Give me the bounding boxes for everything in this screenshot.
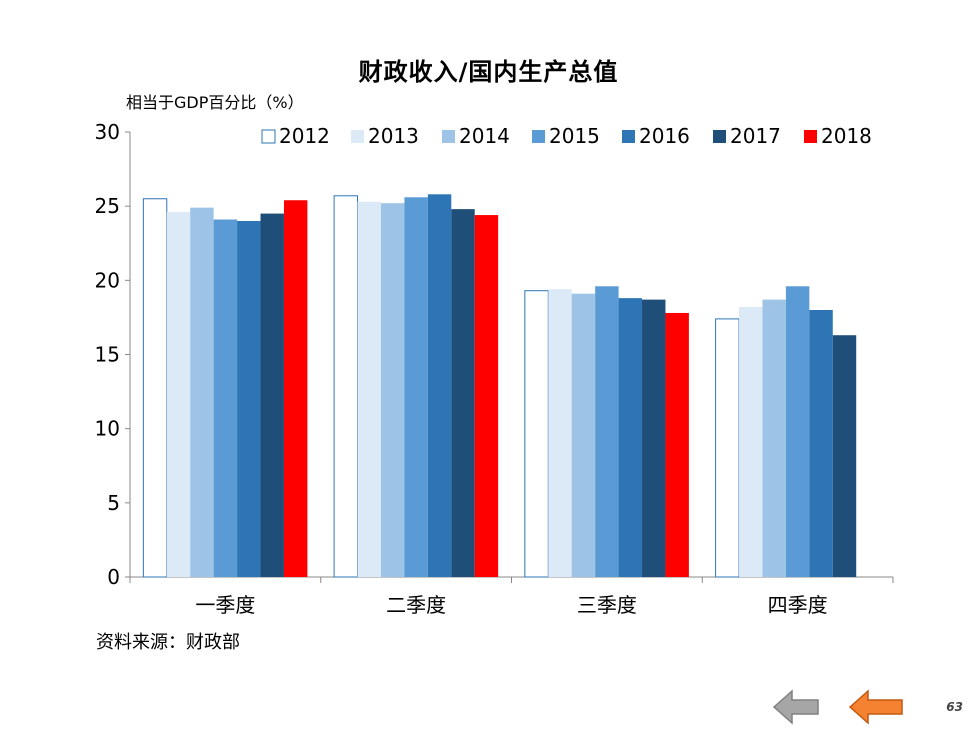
y-tick-label: 25 [95, 194, 120, 218]
legend-swatch-2015 [532, 130, 545, 143]
bar-2014-一季度 [190, 207, 214, 577]
bar-2013-三季度 [548, 289, 572, 577]
legend-swatch-2016 [622, 130, 635, 143]
bar-2012-一季度 [142, 198, 168, 578]
y-tick-label: 10 [95, 417, 120, 441]
source-note: 资料来源：财政部 [96, 632, 240, 653]
legend-swatch-2013 [351, 130, 364, 143]
y-tick-label: 15 [95, 343, 120, 367]
legend-swatch-2012 [261, 129, 276, 144]
bar-2014-三季度 [571, 293, 596, 577]
y-tick-label: 20 [95, 268, 120, 292]
legend-swatch-2018 [804, 130, 817, 143]
bar-2018-一季度 [283, 200, 308, 577]
bar-2015-二季度 [404, 197, 428, 577]
bar-2017-二季度 [451, 209, 475, 577]
legend-swatch-2017 [713, 130, 726, 143]
bar-2017-一季度 [260, 213, 284, 578]
legend-label-2013: 2013 [368, 124, 419, 148]
x-tick-label: 四季度 [768, 593, 828, 617]
bar-2017-四季度 [832, 335, 857, 577]
legend-swatch-2014 [442, 130, 455, 143]
legend-label-2015: 2015 [549, 124, 600, 148]
bar-2015-三季度 [595, 286, 619, 577]
bar-2016-一季度 [237, 221, 261, 577]
bar-2015-一季度 [213, 219, 238, 577]
legend-label-2012: 2012 [279, 124, 330, 148]
bar-2014-二季度 [380, 203, 405, 577]
bar-2016-二季度 [427, 194, 452, 578]
y-tick-label: 0 [107, 565, 120, 589]
y-tick-label: 30 [95, 120, 120, 144]
x-tick-label: 二季度 [386, 593, 446, 617]
bar-2012-四季度 [715, 318, 740, 578]
bar-2012-二季度 [333, 195, 359, 578]
bar-2018-二季度 [474, 215, 499, 578]
chart-title: 财政收入/国内生产总值 [358, 58, 619, 86]
bar-2016-四季度 [809, 310, 833, 577]
page-number: 63 [946, 700, 963, 714]
y-axis-label: 相当于GDP百分比（%） [126, 93, 304, 112]
x-tick-label: 一季度 [195, 593, 255, 617]
bar-2013-一季度 [166, 212, 191, 577]
bar-2013-二季度 [357, 201, 381, 577]
bar-2014-四季度 [762, 299, 786, 577]
forward-arrow-icon[interactable] [848, 688, 904, 726]
bar-2018-三季度 [665, 312, 689, 577]
back-arrow-icon[interactable] [772, 688, 820, 726]
bar-2017-三季度 [642, 299, 666, 577]
bar-2013-四季度 [739, 307, 763, 577]
bar-2012-三季度 [524, 290, 549, 578]
legend-label-2018: 2018 [821, 124, 872, 148]
legend-label-2017: 2017 [730, 124, 781, 148]
bar-2015-四季度 [785, 286, 810, 577]
bar-2016-三季度 [618, 298, 643, 577]
x-tick-label: 三季度 [577, 593, 637, 617]
legend-label-2016: 2016 [639, 124, 690, 148]
y-tick-label: 5 [107, 491, 120, 515]
legend-label-2014: 2014 [459, 124, 510, 148]
